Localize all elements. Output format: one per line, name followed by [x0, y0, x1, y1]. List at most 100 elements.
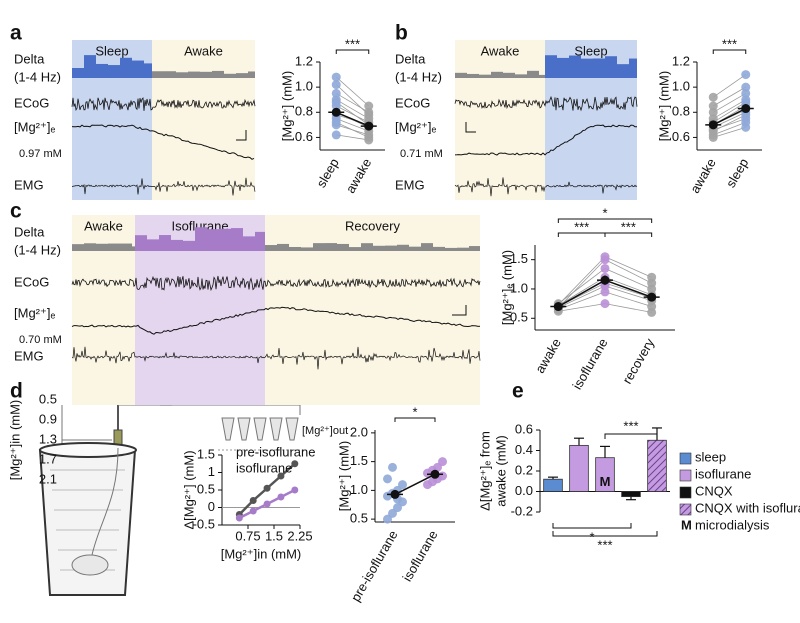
bar: [647, 439, 667, 492]
pair-line: [335, 84, 370, 116]
delta-power: [491, 71, 503, 78]
data-point: [263, 500, 271, 508]
scale-bar: [465, 122, 476, 133]
data-point: [364, 110, 374, 120]
data-point: [741, 70, 751, 80]
pair-line: [604, 291, 652, 307]
y-tick-label: 1.2: [295, 53, 313, 68]
state-background: [455, 40, 545, 200]
pair-line: [558, 303, 606, 312]
data-point: [708, 101, 718, 111]
y-axis-label: [Mg²⁺]ₑ (mM): [499, 250, 514, 325]
delta-power: [265, 245, 277, 251]
scale-bar: [452, 305, 467, 316]
delta-power: [135, 235, 147, 251]
significance-label: ***: [574, 219, 589, 234]
state-background: [72, 215, 135, 405]
delta-power: [236, 73, 248, 78]
data-point: [331, 80, 341, 90]
pair-line: [558, 276, 606, 306]
pair-line: [335, 76, 370, 107]
significance-bracket: [552, 523, 632, 529]
x-tick-label: sleep: [313, 156, 342, 190]
bar: [621, 491, 641, 498]
delta-power: [361, 243, 373, 251]
panel-label: a: [10, 22, 22, 45]
pair-line: [336, 93, 369, 113]
pair-line: [713, 126, 746, 138]
y-axis-label: Δ[Mg²⁺] (mM): [181, 450, 196, 529]
legend-label: CNQX: [695, 483, 733, 498]
data-point: [438, 471, 447, 481]
trace-label: ECoG: [14, 274, 49, 289]
delta-power: [433, 246, 445, 251]
mean-line: [712, 107, 747, 126]
delta-power: [289, 246, 301, 251]
data-point: [331, 117, 341, 127]
significance-bracket: [394, 417, 436, 422]
trace-label: 0.71 mM: [400, 148, 443, 160]
significance-bracket: [604, 232, 653, 237]
delta-power: [397, 244, 409, 251]
trace-label: (1-4 Hz): [14, 242, 61, 257]
y-tick-label: 1.5: [197, 446, 215, 461]
mean-line: [335, 111, 370, 127]
legend-label: isoflurane: [236, 460, 292, 475]
x-tick-label: isoflurane: [399, 528, 440, 584]
legend-swatch: [679, 469, 692, 482]
legend-label: CNQX with isoflurane: [695, 500, 800, 515]
y-tick-label: 1.0: [672, 79, 690, 94]
trace-label: Delta: [395, 51, 426, 66]
trace-label: ECoG: [395, 95, 430, 110]
data-point: [647, 272, 657, 282]
y-axis-label: Δ[Mg²⁺]ₑ from: [477, 431, 492, 511]
state-label: Sleep: [95, 43, 128, 58]
delta-power: [503, 72, 515, 78]
y-tick-label: 2.0: [350, 424, 368, 439]
trace-label: [Mg²⁺]ₑ: [14, 119, 55, 134]
delta-power: [248, 71, 255, 78]
bar: [543, 478, 563, 492]
delta-power: [84, 55, 96, 78]
y-tick-label: 0.2: [515, 462, 533, 477]
y-axis-label: [Mg²⁺] (mM): [336, 441, 351, 511]
emg-trace: [71, 346, 481, 370]
delta-power: [164, 71, 176, 78]
delta-power: [195, 227, 207, 251]
delta-power: [527, 70, 539, 78]
pair-line: [604, 303, 652, 313]
data-point: [398, 480, 407, 490]
inflow-tick: 0.5: [39, 391, 57, 406]
delta-power: [569, 55, 581, 78]
delta-power: [207, 229, 219, 251]
pair-line: [713, 74, 746, 98]
scale-bar: [236, 130, 247, 141]
trace-label: EMG: [14, 177, 44, 192]
trace-label: [Mg²⁺]ₑ: [395, 119, 436, 134]
delta-power: [108, 65, 120, 78]
data-point: [708, 114, 718, 124]
mean-point: [647, 292, 657, 302]
pair-line: [604, 282, 652, 299]
pair-line: [558, 256, 606, 306]
data-point: [291, 460, 299, 468]
inflow-tick: 1.7: [39, 451, 57, 466]
pair-line: [558, 268, 606, 304]
trace-label: 0.97 mM: [19, 148, 62, 160]
delta-power: [219, 228, 231, 251]
x-tick-label: pre-isoflurane: [348, 528, 401, 604]
y-axis-label: [Mg²⁺] (mM): [279, 71, 294, 141]
significance-label: ***: [623, 418, 638, 433]
emg-trace: [71, 177, 256, 196]
delta-power: [409, 246, 421, 251]
delta-power: [479, 74, 491, 78]
y-tick-label: 0.6: [515, 421, 533, 436]
delta-power: [421, 243, 433, 251]
delta-power: [593, 58, 605, 78]
ecog-trace: [71, 97, 256, 112]
emg-trace: [454, 177, 638, 197]
delta-power: [132, 246, 135, 251]
inflow-tick: 0.9: [39, 411, 57, 426]
delta-power: [445, 247, 457, 251]
